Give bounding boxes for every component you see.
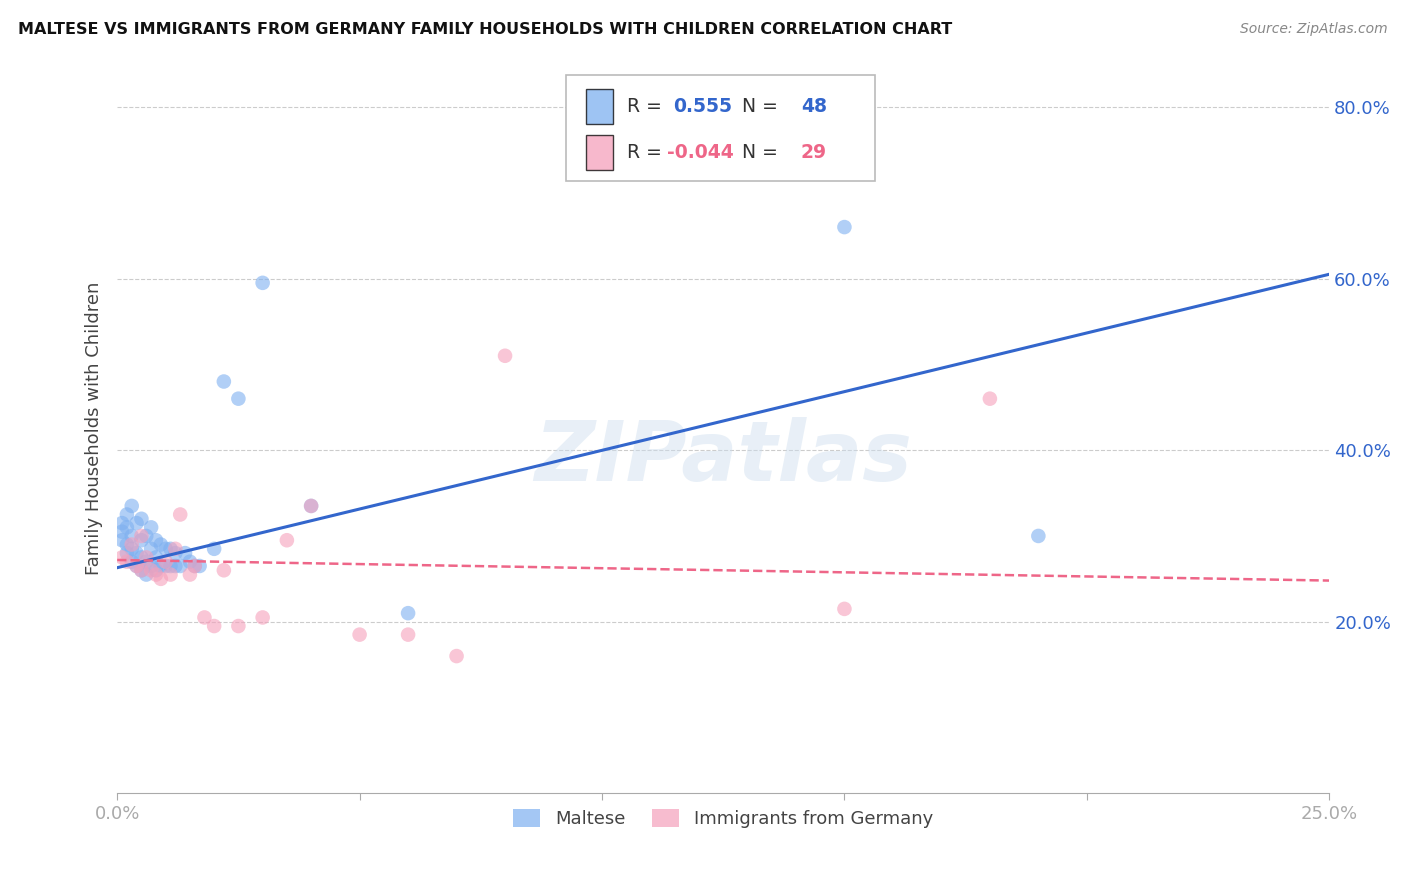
- Point: [202, 541, 225, 556]
- Point: [1028, 529, 1050, 543]
- Point: [111, 524, 134, 539]
- Point: [131, 563, 153, 577]
- Point: [228, 619, 250, 633]
- Point: [131, 563, 153, 577]
- Point: [135, 555, 157, 569]
- Text: R =: R =: [627, 96, 675, 116]
- Point: [252, 610, 274, 624]
- Text: -0.044: -0.044: [668, 143, 734, 162]
- Point: [121, 529, 143, 543]
- Point: [121, 555, 143, 569]
- Point: [131, 529, 153, 543]
- Point: [139, 541, 162, 556]
- Point: [135, 529, 157, 543]
- Point: [202, 619, 225, 633]
- Point: [299, 499, 322, 513]
- FancyBboxPatch shape: [586, 88, 613, 124]
- Point: [131, 512, 153, 526]
- Point: [121, 537, 143, 551]
- Point: [111, 516, 134, 530]
- Point: [155, 555, 177, 569]
- Text: 48: 48: [801, 96, 827, 116]
- Point: [149, 537, 172, 551]
- Point: [446, 649, 468, 664]
- Text: N =: N =: [731, 96, 785, 116]
- Point: [131, 533, 153, 548]
- Point: [193, 610, 215, 624]
- Point: [139, 520, 162, 534]
- Point: [159, 559, 181, 574]
- Text: R =: R =: [627, 143, 668, 162]
- Point: [188, 559, 211, 574]
- Point: [149, 559, 172, 574]
- Text: 29: 29: [801, 143, 827, 162]
- Point: [135, 567, 157, 582]
- Point: [121, 541, 143, 556]
- Point: [349, 627, 371, 641]
- Text: Source: ZipAtlas.com: Source: ZipAtlas.com: [1240, 22, 1388, 37]
- Point: [115, 555, 138, 569]
- Point: [145, 550, 167, 565]
- Point: [165, 541, 187, 556]
- Point: [155, 559, 177, 574]
- Text: N =: N =: [731, 143, 785, 162]
- Point: [139, 563, 162, 577]
- Point: [115, 508, 138, 522]
- FancyBboxPatch shape: [586, 135, 613, 170]
- Point: [149, 572, 172, 586]
- Point: [125, 559, 148, 574]
- Point: [834, 220, 856, 235]
- Point: [299, 499, 322, 513]
- Point: [115, 537, 138, 551]
- Text: ZIPatlas: ZIPatlas: [534, 417, 912, 499]
- Point: [169, 508, 191, 522]
- Point: [184, 559, 207, 574]
- Point: [165, 546, 187, 560]
- Y-axis label: Family Households with Children: Family Households with Children: [86, 282, 103, 575]
- Point: [174, 546, 197, 560]
- Point: [212, 563, 235, 577]
- Point: [121, 499, 143, 513]
- Point: [169, 559, 191, 574]
- Point: [184, 559, 207, 574]
- Point: [115, 546, 138, 560]
- Point: [979, 392, 1001, 406]
- Point: [165, 559, 187, 574]
- Point: [145, 563, 167, 577]
- Point: [135, 550, 157, 565]
- Point: [145, 533, 167, 548]
- Point: [111, 550, 134, 565]
- Point: [396, 606, 419, 620]
- Point: [131, 550, 153, 565]
- Point: [125, 559, 148, 574]
- Point: [494, 349, 516, 363]
- Point: [834, 602, 856, 616]
- FancyBboxPatch shape: [565, 75, 875, 181]
- Text: 0.555: 0.555: [673, 96, 733, 116]
- Point: [276, 533, 298, 548]
- Point: [212, 375, 235, 389]
- Point: [252, 276, 274, 290]
- Point: [159, 541, 181, 556]
- Point: [159, 567, 181, 582]
- Point: [396, 627, 419, 641]
- Point: [179, 555, 201, 569]
- Point: [179, 567, 201, 582]
- Point: [125, 546, 148, 560]
- Point: [155, 541, 177, 556]
- Legend: Maltese, Immigrants from Germany: Maltese, Immigrants from Germany: [506, 802, 941, 836]
- Point: [139, 559, 162, 574]
- Point: [115, 520, 138, 534]
- Point: [228, 392, 250, 406]
- Point: [145, 567, 167, 582]
- Point: [111, 533, 134, 548]
- Point: [125, 516, 148, 530]
- Text: MALTESE VS IMMIGRANTS FROM GERMANY FAMILY HOUSEHOLDS WITH CHILDREN CORRELATION C: MALTESE VS IMMIGRANTS FROM GERMANY FAMIL…: [18, 22, 952, 37]
